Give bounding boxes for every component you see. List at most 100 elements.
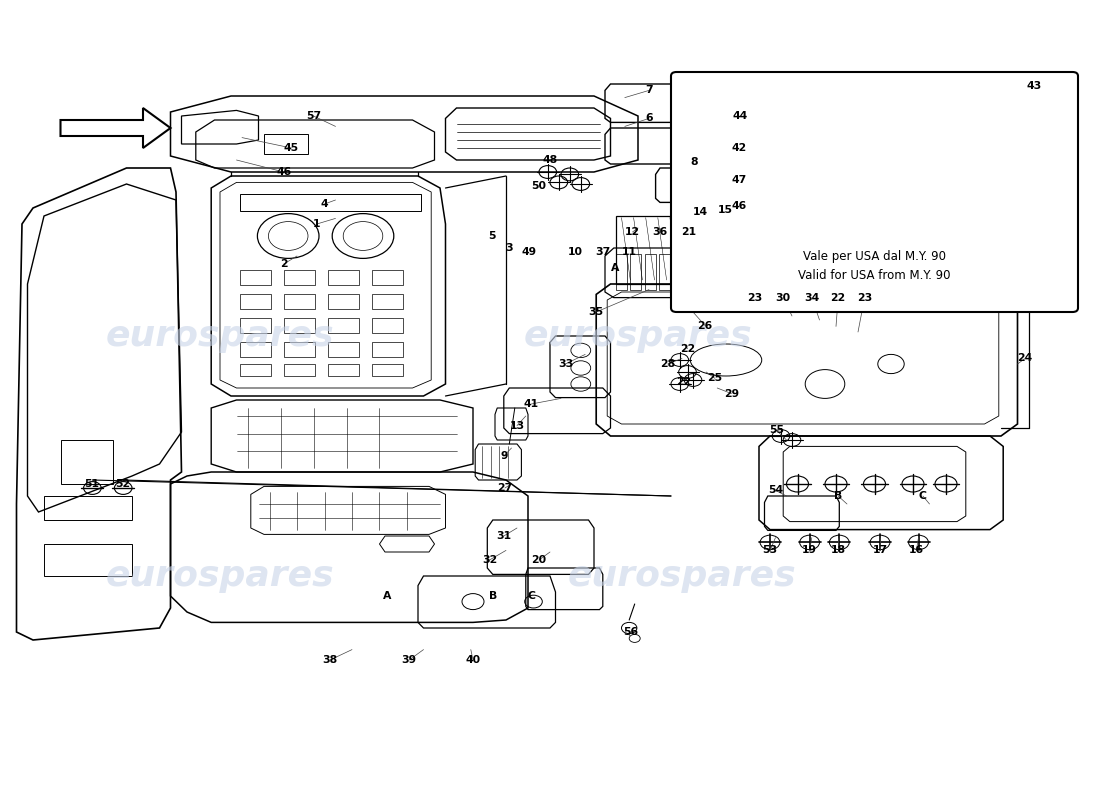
- Text: 32: 32: [482, 555, 497, 565]
- Text: 7: 7: [646, 86, 652, 95]
- Text: 27: 27: [497, 483, 513, 493]
- Text: 11: 11: [621, 247, 637, 257]
- Bar: [284, 342, 315, 357]
- Bar: [328, 270, 359, 285]
- Text: 26: 26: [697, 321, 713, 330]
- Text: 16: 16: [909, 546, 924, 555]
- Text: 36: 36: [652, 227, 668, 237]
- Text: eurospares: eurospares: [106, 319, 334, 353]
- Bar: [372, 364, 403, 376]
- Text: 56: 56: [623, 627, 638, 637]
- Bar: [659, 254, 670, 290]
- Text: 12: 12: [625, 227, 640, 237]
- Text: B: B: [834, 491, 843, 501]
- Text: 2: 2: [280, 259, 287, 269]
- Text: B: B: [488, 591, 497, 601]
- Text: 40: 40: [465, 655, 481, 665]
- Bar: [240, 294, 271, 309]
- Text: 51: 51: [84, 479, 99, 489]
- Text: 30: 30: [776, 293, 791, 302]
- Bar: [284, 364, 315, 376]
- Text: 52: 52: [116, 479, 131, 489]
- Bar: [240, 318, 271, 333]
- Bar: [372, 270, 403, 285]
- Text: 9: 9: [500, 451, 507, 461]
- Bar: [328, 294, 359, 309]
- Text: eurospares: eurospares: [106, 559, 334, 593]
- Bar: [645, 254, 656, 290]
- Text: A: A: [383, 591, 392, 601]
- Bar: [328, 318, 359, 333]
- Text: 35: 35: [588, 307, 604, 317]
- Text: 17: 17: [872, 546, 888, 555]
- Text: 48: 48: [542, 155, 558, 165]
- Text: eurospares: eurospares: [524, 319, 752, 353]
- Text: 41: 41: [524, 399, 539, 409]
- Text: 14: 14: [693, 207, 708, 217]
- Text: 43: 43: [1026, 82, 1042, 91]
- Text: 15: 15: [717, 205, 733, 214]
- FancyBboxPatch shape: [671, 72, 1078, 312]
- Text: 28: 28: [660, 359, 675, 369]
- Text: 39: 39: [402, 655, 417, 665]
- Text: 22: 22: [676, 377, 692, 386]
- Bar: [60, 440, 113, 484]
- Text: 6: 6: [646, 114, 652, 123]
- Text: C: C: [918, 491, 927, 501]
- Text: 49: 49: [521, 247, 537, 257]
- Text: 53: 53: [762, 546, 778, 555]
- Text: 46: 46: [276, 167, 292, 177]
- Bar: [284, 294, 315, 309]
- Bar: [240, 194, 421, 211]
- Text: 22: 22: [680, 344, 695, 354]
- Text: Vale per USA dal M.Y. 90
Valid for USA from M.Y. 90: Vale per USA dal M.Y. 90 Valid for USA f…: [799, 250, 950, 282]
- Text: 21: 21: [681, 227, 696, 237]
- Bar: [240, 270, 271, 285]
- Text: 20: 20: [531, 555, 547, 565]
- Text: 18: 18: [830, 546, 846, 555]
- Text: 44: 44: [733, 111, 748, 121]
- Text: 23: 23: [857, 293, 872, 302]
- Text: 37: 37: [595, 247, 610, 257]
- Text: 3: 3: [506, 243, 513, 253]
- Text: 57: 57: [306, 111, 321, 121]
- Text: 4: 4: [321, 199, 328, 209]
- Text: 25: 25: [707, 374, 723, 383]
- Text: 47: 47: [732, 175, 747, 185]
- Text: 42: 42: [732, 143, 747, 153]
- Bar: [284, 270, 315, 285]
- Text: eurospares: eurospares: [568, 559, 796, 593]
- Bar: [630, 254, 641, 290]
- Text: 38: 38: [322, 655, 338, 665]
- Text: 33: 33: [558, 359, 573, 369]
- Text: C: C: [527, 591, 536, 601]
- Text: A: A: [610, 263, 619, 273]
- Text: 24: 24: [1018, 354, 1033, 363]
- Text: 10: 10: [568, 247, 583, 257]
- Text: 54: 54: [768, 486, 783, 495]
- Text: 23: 23: [747, 293, 762, 302]
- Text: 46: 46: [732, 202, 747, 211]
- Bar: [240, 364, 271, 376]
- Text: 50: 50: [531, 181, 547, 190]
- Text: 1: 1: [314, 219, 320, 229]
- Bar: [372, 318, 403, 333]
- Bar: [264, 134, 308, 154]
- Text: 8: 8: [691, 157, 697, 166]
- Text: 31: 31: [496, 531, 512, 541]
- Bar: [616, 254, 627, 290]
- Bar: [44, 544, 132, 576]
- Text: 45: 45: [284, 143, 299, 153]
- Text: 22: 22: [830, 293, 846, 302]
- Bar: [284, 318, 315, 333]
- Text: 19: 19: [802, 546, 817, 555]
- Text: 34: 34: [804, 293, 820, 302]
- Bar: [44, 496, 132, 520]
- Text: 13: 13: [509, 421, 525, 430]
- Bar: [372, 342, 403, 357]
- Bar: [240, 342, 271, 357]
- Bar: [372, 294, 403, 309]
- Text: 29: 29: [724, 389, 739, 398]
- Bar: [328, 364, 359, 376]
- Text: 5: 5: [488, 231, 495, 241]
